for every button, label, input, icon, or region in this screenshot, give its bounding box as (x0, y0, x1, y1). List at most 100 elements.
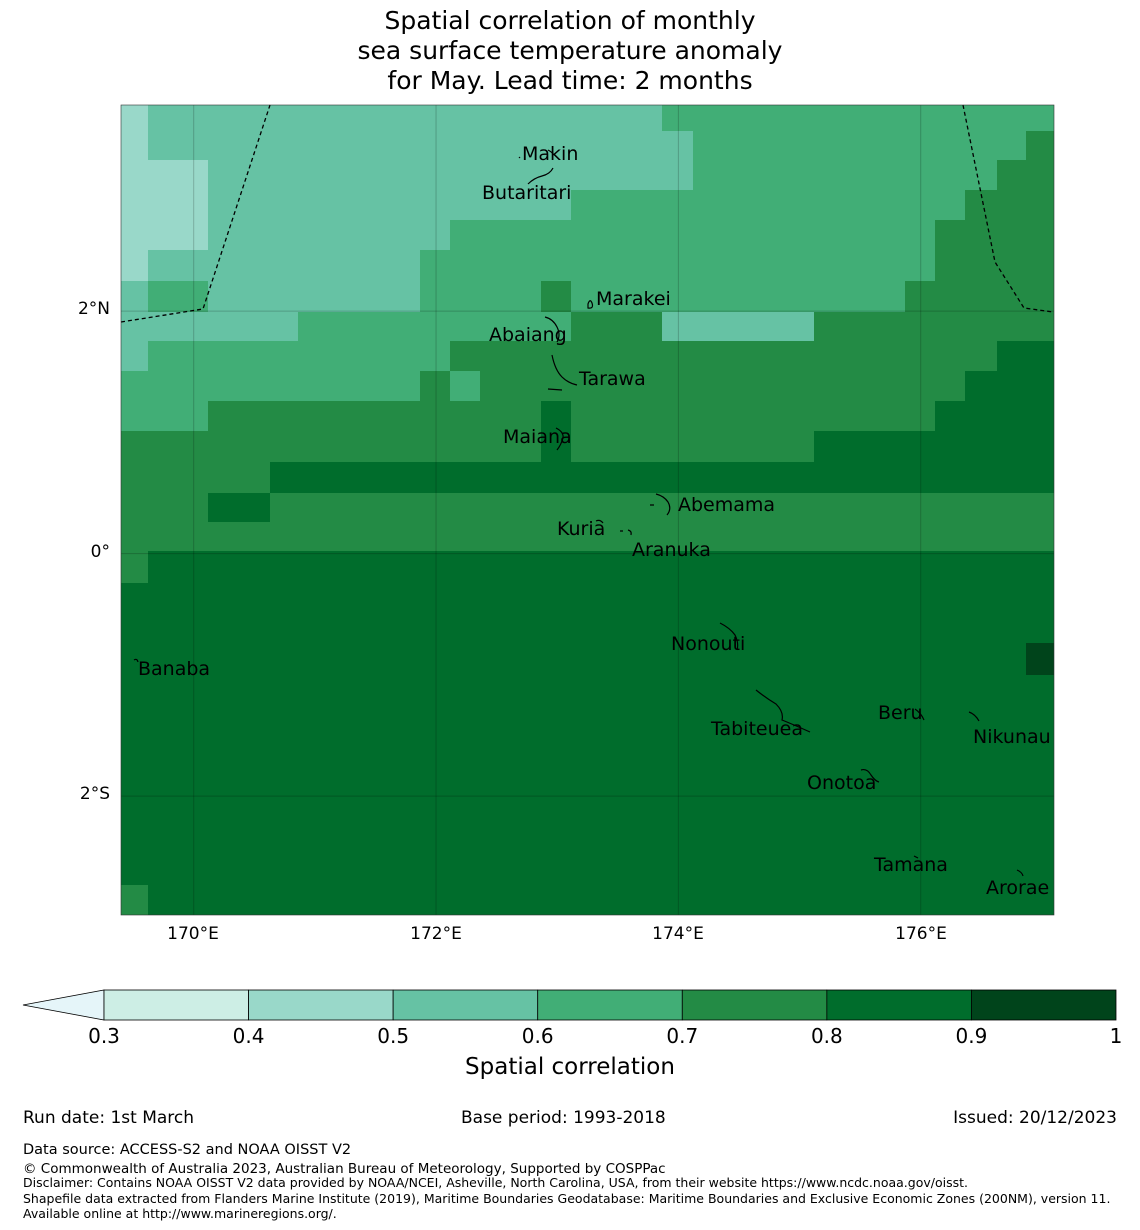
island-label-nikunau: Nikunau (973, 726, 1051, 748)
field-0.8-0.9-band (270, 462, 1054, 493)
field-0.5-0.6 (121, 312, 298, 341)
field-0.7-0.8 (480, 371, 965, 401)
x-tick-170: 170°E (167, 924, 219, 944)
title-line-1: Spatial correlation of monthly (384, 6, 756, 35)
title-line-3: for May. Lead time: 2 months (387, 66, 753, 95)
field-0.4-0.5 (121, 160, 208, 250)
field-0.6-0.7 (121, 371, 420, 401)
island-outline-butaritari (527, 167, 554, 185)
eez-boundary (120, 104, 1054, 323)
field-0.8-0.9-band (965, 371, 1054, 401)
x-tick-174: 174°E (652, 924, 704, 944)
run-date: Run date: 1st March (23, 1108, 195, 1128)
base-period: Base period: 1993-2018 (461, 1108, 666, 1128)
field-0.4-0.5 (121, 250, 148, 281)
y-tick-2s: 2°S (79, 784, 110, 804)
colorbar-bin-0 (103, 989, 249, 1021)
field-0.5-0.6 (208, 250, 420, 281)
field-0.6-0.7-spot (450, 371, 480, 401)
field-0.7-0.8-ne (1026, 131, 1054, 160)
field-0.4-0.5 (121, 105, 148, 131)
field-0.5-0.6 (208, 160, 693, 190)
colorbar-title: Spatial correlation (465, 1054, 675, 1080)
title-line-2: sea surface temperature anomaly (357, 36, 783, 65)
island-label-onotoa: Onotoa (807, 772, 876, 794)
island-label-abaiang: Abaiang (489, 324, 567, 346)
island-outline-nikunau (968, 711, 980, 722)
y-tick-0: 0° (90, 542, 110, 562)
field-0.8-0.9-spot (541, 401, 571, 493)
field-0.5-0.6 (208, 281, 420, 312)
island-outline-banaba (133, 658, 139, 663)
island-outline-kuria (595, 519, 604, 524)
field-0.9-1 (1026, 643, 1054, 675)
y-tick-2n: 2°N (77, 299, 110, 319)
graticule (121, 105, 1054, 915)
field-0.7-0.8-ne (997, 160, 1054, 190)
island-label-arorae: Arorae (986, 877, 1049, 899)
colorbar-tick-6: 0.9 (955, 1024, 988, 1048)
field-0.7-0.8-spot (541, 281, 571, 312)
field-0.5-0.6 (148, 131, 693, 160)
island-outline-tabiteuea (755, 689, 811, 733)
field-0.7-0.8-spot (571, 312, 662, 341)
island-outline-abemama (650, 493, 671, 516)
copyright: © Commonwealth of Australia 2023, Austra… (23, 1161, 666, 1177)
island-label-butaritari: Butaritari (482, 182, 571, 204)
field-0.7-0.8-sw (121, 551, 148, 583)
island-label-tamana: Tamana (873, 854, 948, 876)
island-label-nonouti: Nonouti (671, 633, 745, 655)
eez-boundary-east (962, 104, 1054, 313)
map-frame (120, 104, 1055, 916)
chart-title: Spatial correlation of monthly sea surfa… (0, 6, 1140, 96)
island-outline-tamana (913, 855, 919, 859)
island-outline-nonouti (719, 622, 739, 651)
shapefile-credit: Shapefile data extracted from Flanders M… (23, 1191, 1111, 1221)
colorbar-tick-2: 0.5 (377, 1024, 410, 1048)
island-label-banaba: Banaba (138, 658, 210, 680)
island-label-kuria: Kuria (557, 518, 605, 540)
field-0.7-0.8-corner (121, 885, 148, 915)
colorbar-tick-7: 1 (1109, 1024, 1123, 1048)
field-0.7-0.8-ne (965, 190, 1054, 220)
colorbar-tick-1: 0.4 (232, 1024, 265, 1048)
island-outline-abaiang (544, 316, 560, 343)
field-0.8-0.9-band (814, 431, 1054, 462)
island-outline-marakei (587, 300, 594, 309)
colorbar-bin-5 (826, 989, 972, 1021)
island-label-makin: Makin (522, 143, 578, 165)
island-outlines (133, 149, 1024, 877)
colorbar-bin-2 (392, 989, 539, 1021)
island-outline-makin (518, 149, 555, 159)
colorbar-bins (103, 989, 1117, 1021)
field-0.7-0.8 (450, 341, 997, 371)
field-0.5-0.6 (121, 341, 148, 371)
island-label-tabiteuea: Tabiteuea (710, 718, 803, 740)
field-0.5-0.6 (208, 220, 450, 250)
colorbar (22, 989, 1117, 1021)
disclaimer: Disclaimer: Contains NOAA OISST V2 data … (23, 1175, 968, 1190)
field-0.7-0.8 (420, 371, 450, 401)
x-tick-172: 172°E (410, 924, 462, 944)
field-0.5-0.6 (148, 250, 208, 281)
data-source: Data source: ACCESS-S2 and NOAA OISST V2 (23, 1142, 352, 1158)
colorbar-tick-3: 0.6 (521, 1024, 554, 1048)
island-label-aranuka: Aranuka (632, 539, 711, 561)
island-label-marakei: Marakei (596, 288, 671, 310)
correlation-grid (121, 105, 1054, 915)
island-label-tarawa: Tarawa (578, 368, 646, 390)
island-outline-arorae (1016, 869, 1024, 877)
island-outline-tarawa (547, 354, 578, 391)
island-outline-beru (914, 708, 925, 721)
colorbar-tick-0: 0.3 (88, 1024, 120, 1048)
field-0.6-0.7-ne (1026, 105, 1054, 131)
colorbar-bin-4 (681, 989, 828, 1021)
field-0.7-0.8-ne (905, 281, 1054, 312)
issued-date: Issued: 20/12/2023 (953, 1108, 1117, 1128)
eez-boundary-west (120, 104, 271, 323)
field-0.8-0.9-cut (208, 493, 270, 522)
x-tick-176: 176°E (895, 924, 947, 944)
field-0.4-0.5 (121, 131, 148, 160)
island-outline-onotoa (860, 768, 880, 783)
island-label-abemama: Abemama (678, 494, 775, 516)
